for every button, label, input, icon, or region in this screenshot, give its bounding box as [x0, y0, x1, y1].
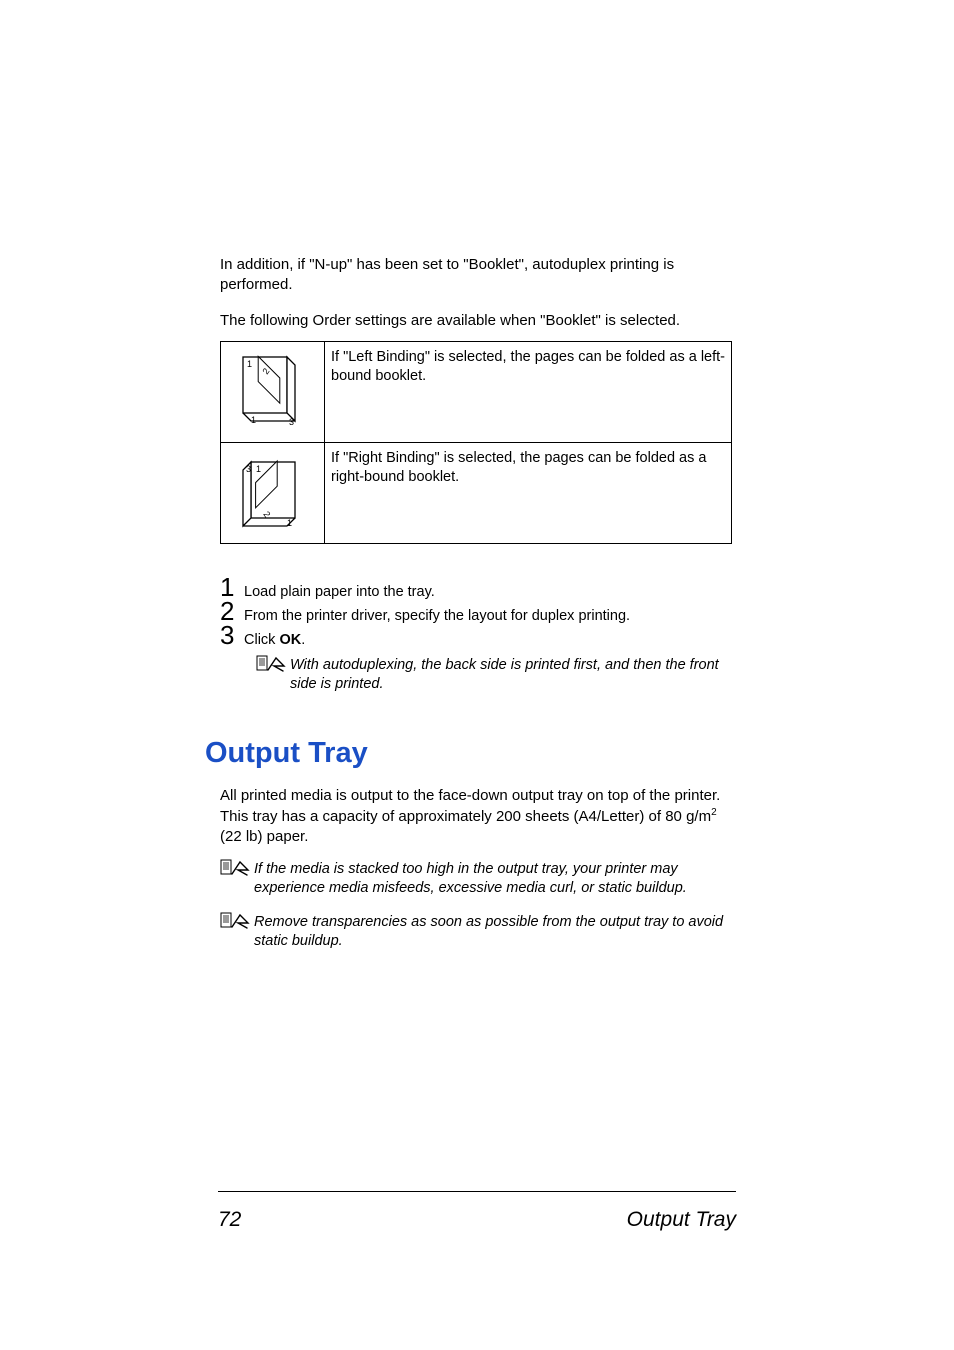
output-tray-paragraph: All printed media is output to the face-… [220, 786, 734, 848]
table-row: 1 2 1 3 If "Left Binding" is selected, t… [221, 341, 732, 442]
step-text-bold: OK [279, 632, 301, 648]
svg-text:1: 1 [287, 518, 292, 528]
output-body-pre: All printed media is output to the face-… [220, 787, 720, 825]
step-3: 3 Click OK. [220, 622, 734, 648]
step-text-pre: Click [244, 632, 279, 648]
note-icon [220, 858, 254, 899]
intro-paragraph-1: In addition, if "N-up" has been set to "… [220, 255, 734, 296]
note-text: Remove transparencies as soon as possibl… [254, 911, 734, 952]
left-binding-diagram-cell: 1 2 1 3 [221, 341, 325, 442]
right-binding-booklet-icon: 3 1 2 1 [237, 454, 309, 532]
step-1: 1 Load plain paper into the tray. [220, 574, 734, 600]
note-icon [220, 911, 254, 952]
step-text-post: . [301, 632, 305, 648]
svg-text:3: 3 [289, 417, 294, 427]
svg-text:1: 1 [256, 464, 261, 474]
left-binding-description: If "Left Binding" is selected, the pages… [325, 341, 732, 442]
output-body-sup: 2 [711, 807, 717, 818]
step-text: From the printer driver, specify the lay… [244, 608, 630, 624]
note-icon [256, 654, 290, 695]
svg-text:1: 1 [247, 359, 252, 369]
note-stack-high: If the media is stacked too high in the … [220, 858, 734, 899]
note-autoduplex: With autoduplexing, the back side is pri… [256, 654, 734, 695]
output-body-post: (22 lb) paper. [220, 828, 308, 845]
footer-section-title: Output Tray [627, 1208, 736, 1232]
right-binding-diagram-cell: 3 1 2 1 [221, 442, 325, 543]
page-footer: 72 Output Tray [218, 1191, 736, 1232]
right-binding-description: If "Right Binding" is selected, the page… [325, 442, 732, 543]
intro-paragraph-2: The following Order settings are availab… [220, 311, 734, 331]
step-text: Load plain paper into the tray. [244, 584, 435, 600]
note-transparencies: Remove transparencies as soon as possibl… [220, 911, 734, 952]
footer-page-number: 72 [218, 1208, 241, 1232]
left-binding-booklet-icon: 1 2 1 3 [237, 353, 309, 431]
document-page: In addition, if "N-up" has been set to "… [0, 0, 954, 1350]
note-text: If the media is stacked too high in the … [254, 858, 734, 899]
footer-row: 72 Output Tray [218, 1208, 736, 1232]
step-number: 3 [220, 622, 244, 648]
svg-text:3: 3 [246, 464, 251, 474]
step-2: 2 From the printer driver, specify the l… [220, 598, 734, 624]
binding-options-table: 1 2 1 3 If "Left Binding" is selected, t… [220, 341, 732, 544]
svg-text:1: 1 [251, 415, 256, 425]
output-tray-heading: Output Tray [205, 737, 734, 770]
note-text: With autoduplexing, the back side is pri… [290, 654, 734, 695]
footer-rule [218, 1191, 736, 1192]
step-text: Click OK. [244, 632, 305, 648]
table-row: 3 1 2 1 If "Right Binding" is selected, … [221, 442, 732, 543]
